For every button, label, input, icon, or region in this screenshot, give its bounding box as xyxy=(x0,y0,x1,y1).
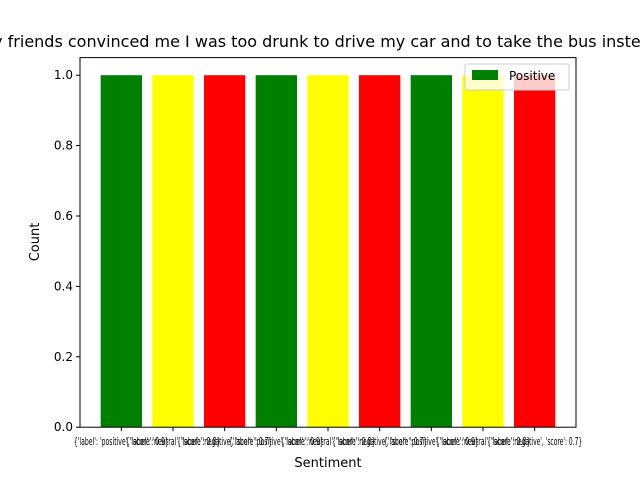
x-category-label-2: {'label': 'neutral', 'score': 0.8} xyxy=(126,435,221,448)
bar-6 xyxy=(359,75,401,428)
bar-5 xyxy=(307,75,349,428)
bar-7 xyxy=(410,75,452,428)
y-axis-label: Count xyxy=(28,223,43,262)
y-tick-label: 0.0 xyxy=(54,420,73,434)
x-category-label-4: {'label': 'positive', 'score': 0.9} xyxy=(229,435,324,448)
x-category-label-8: {'label': 'neutral', 'score': 0.8} xyxy=(436,435,531,448)
x-category-label-5: {'label': 'neutral', 'score': 0.8} xyxy=(281,435,376,448)
y-tick-label: 0.4 xyxy=(54,279,73,293)
x-category-label-9: {'label': 'negative', 'score': 0.7} xyxy=(487,435,582,448)
x-axis-ticks: {'label': 'positive', 'score': 0.9}{'lab… xyxy=(74,427,582,448)
x-category-label-1: {'label': 'positive', 'score': 0.9} xyxy=(74,435,169,448)
legend: Positive xyxy=(464,63,570,91)
bar-4 xyxy=(255,75,297,428)
x-category-label-6: {'label': 'negative', 'score': 0.7} xyxy=(332,435,427,448)
y-tick-label: 0.8 xyxy=(54,139,73,153)
bar-9 xyxy=(514,75,556,428)
x-category-label-7: {'label': 'positive', 'score': 0.9} xyxy=(384,435,479,448)
bar-1 xyxy=(100,75,142,428)
legend-swatch-positive xyxy=(472,70,498,80)
legend-label-positive: Positive xyxy=(509,69,555,83)
x-category-label-3: {'label': 'negative', 'score': 0.7} xyxy=(177,435,272,448)
x-axis-label: Sentiment xyxy=(294,456,361,471)
y-axis-ticks: 0.0 0.2 0.4 0.6 0.8 1.0 xyxy=(54,68,80,434)
chart-title: My friends convinced me I was too drunk … xyxy=(0,32,640,51)
bar-3 xyxy=(204,75,246,428)
y-tick-label: 0.2 xyxy=(54,350,73,364)
y-tick-label: 1.0 xyxy=(54,68,73,82)
bar-2 xyxy=(152,75,194,428)
bar-8 xyxy=(462,75,504,428)
bars-group xyxy=(100,75,556,428)
plot-frame xyxy=(79,57,577,428)
y-tick-label: 0.6 xyxy=(54,209,73,223)
